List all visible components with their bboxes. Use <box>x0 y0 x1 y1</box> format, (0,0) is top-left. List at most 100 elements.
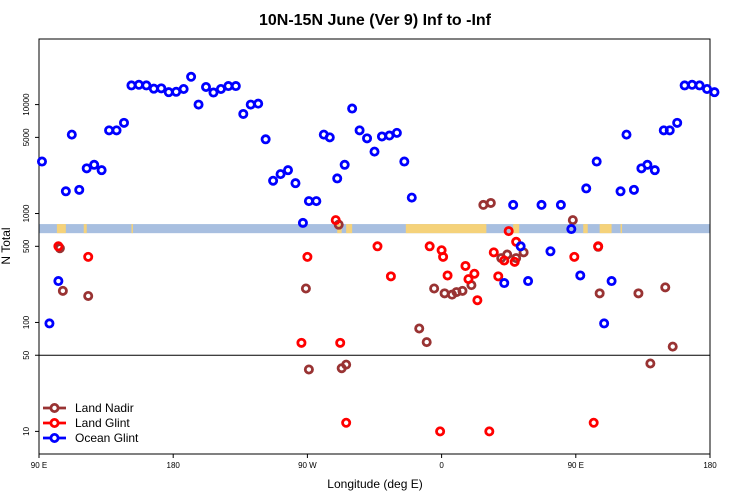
land-nadir-point <box>439 288 450 299</box>
land-glint-point <box>593 241 604 252</box>
land-nadir-point <box>567 215 578 226</box>
land-nadir-point <box>633 288 644 299</box>
ocean-glint-point <box>178 84 189 95</box>
ocean-glint-point <box>621 129 632 140</box>
land-nadir-point <box>341 359 352 370</box>
ocean-glint-point <box>268 175 279 186</box>
ocean-glint-point <box>709 87 720 98</box>
land-glint-point <box>341 417 352 428</box>
land-glint-point <box>463 274 474 285</box>
land-mask-land <box>405 224 487 234</box>
land-glint-point <box>503 226 514 237</box>
land-mask-ocean <box>39 224 710 234</box>
ocean-glint-point <box>523 276 534 287</box>
land-mask-land <box>131 224 133 234</box>
land-nadir-point <box>594 288 605 299</box>
legend-label-land-glint: Land Glint <box>75 416 130 430</box>
land-glint-point <box>509 256 520 267</box>
ocean-glint-point <box>376 131 387 142</box>
land-glint-point <box>385 271 396 282</box>
land-glint-point <box>330 215 341 226</box>
ocean-glint-point <box>156 83 167 94</box>
ocean-glint-point <box>53 276 64 287</box>
ocean-glint-point <box>81 163 92 174</box>
land-glint-point <box>335 337 346 348</box>
land-mask-band <box>39 224 710 234</box>
ocean-glint-point <box>275 169 286 180</box>
y-axis-label: N Total <box>0 227 13 264</box>
land-glint-point <box>484 426 495 437</box>
ocean-glint-point <box>290 178 301 189</box>
land-mask-land <box>56 224 66 234</box>
ocean-glint-point <box>36 156 47 167</box>
ocean-glint-point <box>324 132 335 143</box>
ocean-glint-point <box>118 117 129 128</box>
ocean-glint-point <box>642 159 653 170</box>
ocean-glint-point <box>141 80 152 91</box>
land-nadir-point <box>667 341 678 352</box>
land-nadir-point <box>421 337 432 348</box>
ocean-glint-point <box>245 99 256 110</box>
legend-label-ocean-glint: Ocean Glint <box>75 431 139 445</box>
land-nadir-point <box>485 197 496 208</box>
y-tick-label: 10 <box>22 426 31 435</box>
land-mask-land <box>620 224 623 234</box>
ocean-glint-point <box>606 276 617 287</box>
ocean-glint-point <box>96 165 107 176</box>
land-glint-point <box>83 251 94 262</box>
land-glint-point <box>435 426 446 437</box>
land-glint-point <box>569 251 580 262</box>
ocean-glint-point <box>664 125 675 136</box>
ocean-glint-point <box>694 80 705 91</box>
ocean-glint-point <box>515 241 526 252</box>
ocean-glint-point <box>111 125 122 136</box>
y-tick-label: 100 <box>22 315 31 329</box>
land-nadir-point <box>660 282 671 293</box>
land-nadir-point <box>429 283 440 294</box>
ocean-glint-point <box>575 270 586 281</box>
land-glint-point <box>53 241 64 252</box>
land-glint-point <box>460 260 471 271</box>
land-nadir-point <box>457 285 468 296</box>
land-glint-point <box>372 241 383 252</box>
x-tick-label: 0 <box>439 461 444 470</box>
x-axis-label: Longitude (deg E) <box>327 477 422 491</box>
ocean-glint-point <box>230 81 241 92</box>
land-nadir-point <box>83 290 94 301</box>
land-glint-point <box>499 255 510 266</box>
land-glint-point <box>424 241 435 252</box>
y-tick-label: 5000 <box>22 128 31 146</box>
ocean-glint-point <box>283 165 294 176</box>
legend-marker-ocean-glint <box>49 432 60 443</box>
land-mask-land <box>346 224 353 234</box>
ocean-glint-point <box>66 129 77 140</box>
ocean-glint-point <box>628 184 639 195</box>
land-glint-point <box>469 268 480 279</box>
y-tick-label: 500 <box>22 239 31 253</box>
legend-marker-land-nadir <box>49 402 60 413</box>
ocean-glint-point <box>238 108 249 119</box>
land-glint-point <box>302 251 313 262</box>
ocean-glint-point <box>44 318 55 329</box>
ocean-glint-point <box>332 173 343 184</box>
legend-marker-land-glint <box>49 417 60 428</box>
ocean-glint-point <box>591 156 602 167</box>
ocean-glint-point <box>508 199 519 210</box>
ocean-glint-point <box>599 318 610 329</box>
ocean-glint-point <box>193 99 204 110</box>
ocean-glint-point <box>406 192 417 203</box>
ocean-glint-point <box>369 146 380 157</box>
x-tick-label: 90 E <box>568 461 584 470</box>
land-mask-land <box>513 224 520 234</box>
y-tick-label: 1000 <box>22 204 31 222</box>
land-glint-point <box>488 247 499 258</box>
ocean-glint-point <box>581 183 592 194</box>
land-mask-land <box>599 224 612 234</box>
x-tick-label: 180 <box>703 461 717 470</box>
ocean-glint-point <box>536 199 547 210</box>
land-glint-point <box>442 270 453 281</box>
ocean-glint-point <box>545 246 556 257</box>
ocean-glint-point <box>339 159 350 170</box>
